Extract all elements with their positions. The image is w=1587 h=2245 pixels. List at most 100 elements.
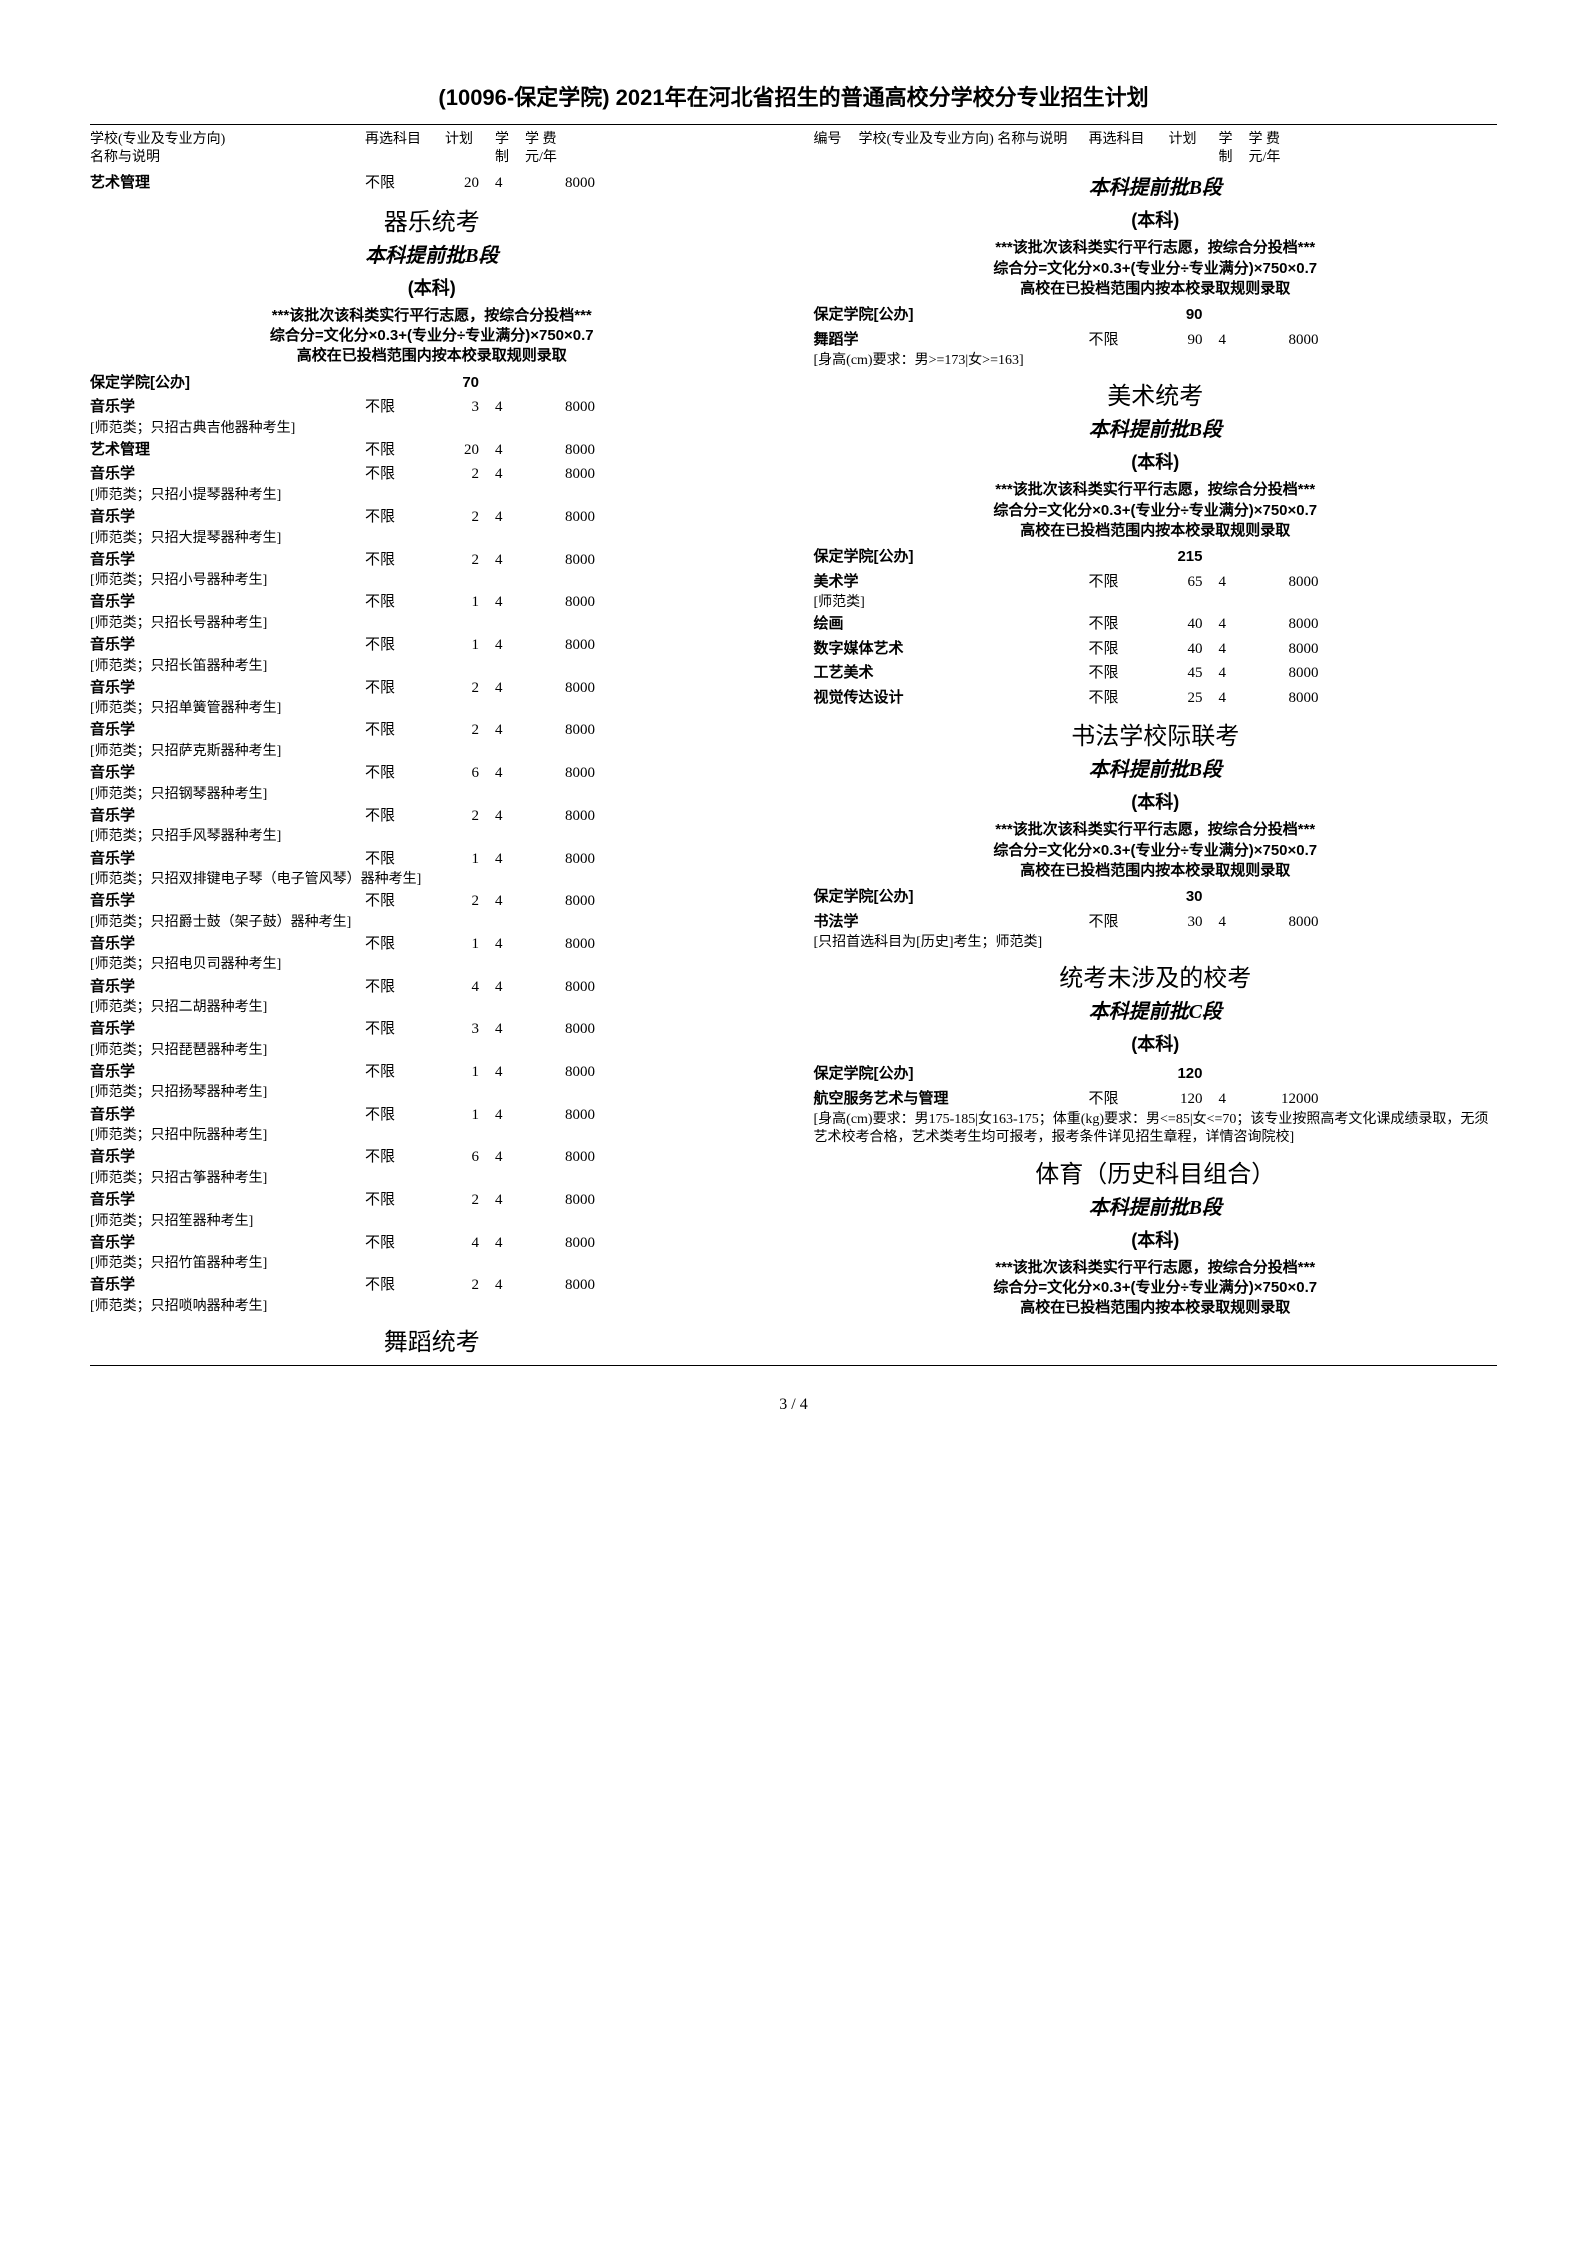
major-plan: 30 — [1169, 911, 1219, 934]
school-name: 保定学院[公办] — [814, 304, 1089, 327]
major-subj: 不限 — [1089, 1088, 1169, 1111]
note-block: ***该批次该科类实行平行志愿，按综合分投档*** 综合分=文化分×0.3+(专… — [90, 306, 774, 367]
major-row: 音乐学不限148000 — [90, 1103, 774, 1128]
major-plan: 2 — [445, 549, 495, 572]
major-name: 音乐学 — [90, 976, 365, 999]
majors-list: 航空服务艺术与管理不限120412000[身高(cm)要求：男175-185|女… — [814, 1087, 1498, 1148]
note-block: ***该批次该科类实行平行志愿，按综合分投档*** 综合分=文化分×0.3+(专… — [814, 1258, 1498, 1319]
major-fee: 8000 — [1249, 687, 1319, 710]
major-row: 音乐学不限148000 — [90, 590, 774, 615]
hdr-sys: 学 制 — [1219, 131, 1249, 167]
major-fee: 8000 — [525, 1018, 595, 1041]
major-row: 音乐学不限348000 — [90, 1017, 774, 1042]
major-fee: 8000 — [525, 976, 595, 999]
major-plan: 1 — [445, 634, 495, 657]
major-subj: 不限 — [365, 591, 445, 614]
level-title: (本科) — [814, 1226, 1498, 1252]
major-name: 音乐学 — [90, 1232, 365, 1255]
major-name: 音乐学 — [90, 805, 365, 828]
major-plan: 45 — [1169, 662, 1219, 685]
major-row: 音乐学不限648000 — [90, 761, 774, 786]
section-title: 舞蹈统考 — [90, 1322, 774, 1357]
section-title: 书法学校际联考 — [814, 716, 1498, 751]
majors-list: 舞蹈学不限9048000[身高(cm)要求：男>=173|女>=163] — [814, 328, 1498, 371]
hdr-subj: 再选科目 — [365, 131, 445, 167]
section-title: 体育（历史科目组合） — [814, 1154, 1498, 1189]
major-sys: 4 — [495, 463, 525, 486]
level-title: (本科) — [90, 274, 774, 300]
major-plan: 2 — [445, 677, 495, 700]
major-sys: 4 — [495, 1018, 525, 1041]
major-note: [师范类；只招小号器种考生] — [90, 572, 774, 590]
school-plan: 215 — [1169, 546, 1219, 569]
major-fee: 12000 — [1249, 1088, 1319, 1111]
major-row: 音乐学不限248000 — [90, 676, 774, 701]
major-subj: 不限 — [365, 1189, 445, 1212]
school-plan: 90 — [1169, 304, 1219, 327]
batch-title: 本科提前批B段 — [90, 239, 774, 268]
major-name: 音乐学 — [90, 463, 365, 486]
major-sys: 4 — [495, 591, 525, 614]
batch-title: 本科提前批B段 — [814, 413, 1498, 442]
major-name: 音乐学 — [90, 719, 365, 742]
major-plan: 6 — [445, 1146, 495, 1169]
major-row: 工艺美术不限4548000 — [814, 661, 1498, 686]
major-name: 美术学 — [814, 571, 1089, 594]
major-sys: 4 — [1219, 687, 1249, 710]
major-row: 数字媒体艺术不限4048000 — [814, 637, 1498, 662]
major-fee: 8000 — [1249, 329, 1319, 352]
major-sys: 4 — [495, 634, 525, 657]
major-subj: 不限 — [365, 506, 445, 529]
major-sys: 4 — [495, 1146, 525, 1169]
major-subj: 不限 — [1089, 662, 1169, 685]
major-plan: 40 — [1169, 613, 1219, 636]
major-note: [师范类；只招古典吉他器种考生] — [90, 420, 774, 438]
right-column: 编号 学校(专业及专业方向) 名称与说明 再选科目 计划 学 制 学 费 元/年… — [814, 131, 1498, 1359]
school-row: 保定学院[公办] 120 — [814, 1062, 1498, 1087]
major-fee: 8000 — [525, 1146, 595, 1169]
major-subj: 不限 — [365, 172, 445, 195]
major-fee: 8000 — [525, 634, 595, 657]
major-name: 音乐学 — [90, 1104, 365, 1127]
hdr-subj: 再选科目 — [1089, 131, 1169, 167]
school-plan: 30 — [1169, 886, 1219, 909]
major-row: 音乐学不限648000 — [90, 1145, 774, 1170]
section-title: 器乐统考 — [90, 202, 774, 237]
note-block: ***该批次该科类实行平行志愿，按综合分投档*** 综合分=文化分×0.3+(专… — [814, 480, 1498, 541]
major-note: [师范类；只招钢琴器种考生] — [90, 786, 774, 804]
major-name: 音乐学 — [90, 890, 365, 913]
majors-list: 音乐学不限348000 [师范类；只招古典吉他器种考生]艺术管理不限2048000… — [90, 395, 774, 1316]
hdr-plan: 计划 — [1169, 131, 1219, 167]
major-note: [师范类；只招竹笛器种考生] — [90, 1255, 774, 1273]
major-note: [师范类；只招手风琴器种考生] — [90, 828, 774, 846]
major-fee: 8000 — [525, 439, 595, 462]
major-sys: 4 — [1219, 638, 1249, 661]
major-fee: 8000 — [525, 762, 595, 785]
major-row: 美术学不限6548000 — [814, 570, 1498, 595]
major-plan: 1 — [445, 1104, 495, 1127]
major-note: [师范类] — [814, 594, 1498, 612]
major-sys: 4 — [495, 848, 525, 871]
major-name: 舞蹈学 — [814, 329, 1089, 352]
school-plan: 120 — [1169, 1063, 1219, 1086]
major-subj: 不限 — [365, 1232, 445, 1255]
major-name: 音乐学 — [90, 396, 365, 419]
major-row: 音乐学不限448000 — [90, 975, 774, 1000]
major-subj: 不限 — [1089, 687, 1169, 710]
major-fee: 8000 — [525, 549, 595, 572]
major-name: 音乐学 — [90, 634, 365, 657]
major-name: 音乐学 — [90, 1018, 365, 1041]
major-subj: 不限 — [1089, 613, 1169, 636]
major-sys: 4 — [1219, 571, 1249, 594]
major-row: 艺术管理不限2048000 — [90, 438, 774, 463]
major-subj: 不限 — [1089, 571, 1169, 594]
major-subj: 不限 — [365, 677, 445, 700]
major-row: 音乐学不限248000 — [90, 505, 774, 530]
major-note: [师范类；只招双排键电子琴（电子管风琴）器种考生] — [90, 871, 774, 889]
major-row: 艺术管理 不限 20 4 8000 — [90, 171, 774, 196]
major-sys: 4 — [495, 549, 525, 572]
major-sys: 4 — [495, 172, 525, 195]
major-row: 绘画不限4048000 — [814, 612, 1498, 637]
school-name: 保定学院[公办] — [814, 1063, 1089, 1086]
major-fee: 8000 — [525, 591, 595, 614]
